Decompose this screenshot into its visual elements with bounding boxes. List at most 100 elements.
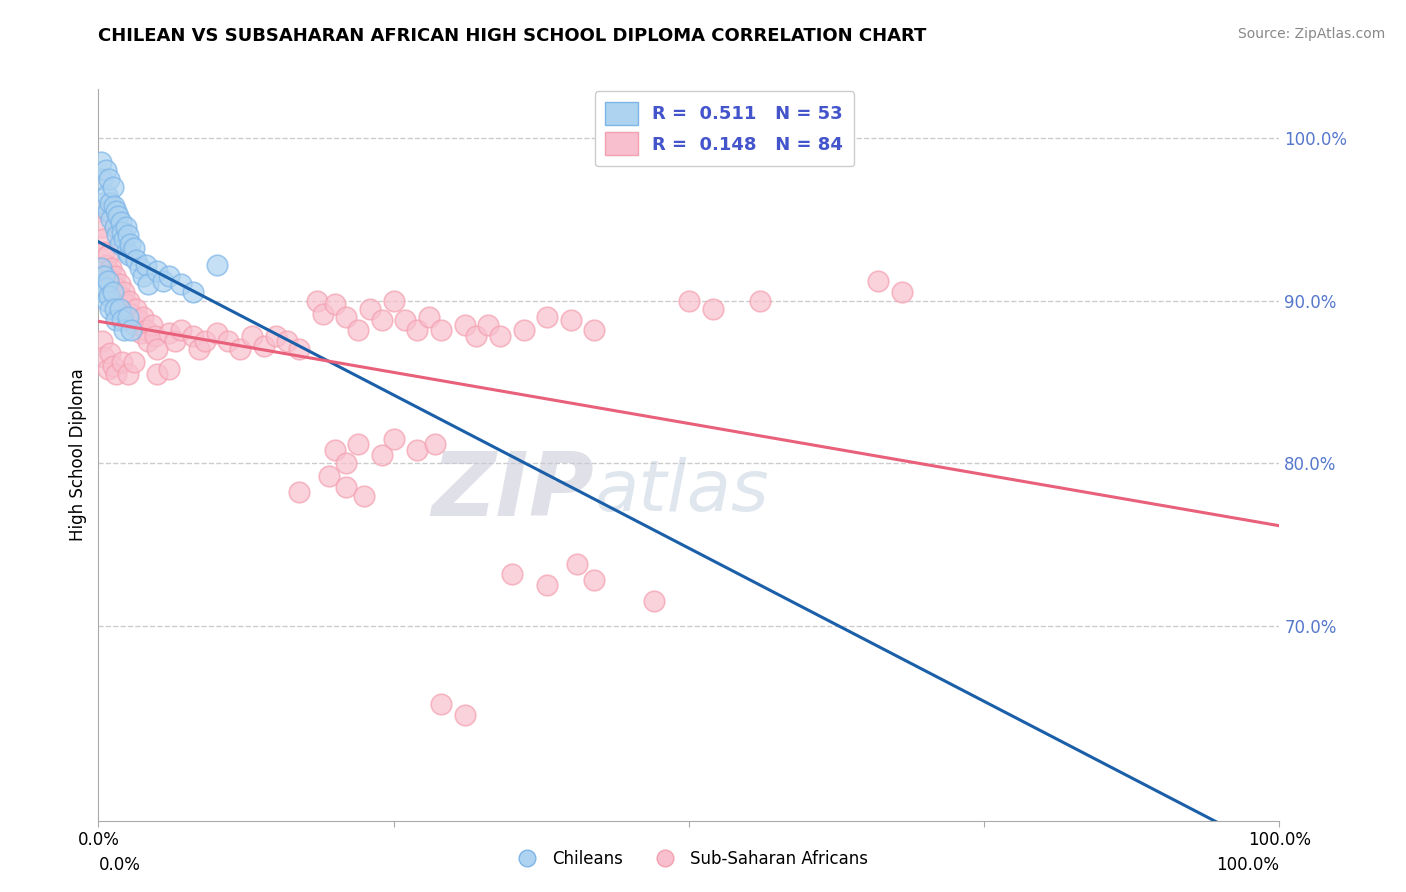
- Point: [560, 313, 582, 327]
- Point: [165, 334, 187, 348]
- Point: [583, 573, 606, 587]
- Point: [122, 318, 145, 332]
- Point: [105, 204, 128, 219]
- Point: [323, 443, 346, 458]
- Point: [132, 269, 155, 284]
- Point: [91, 220, 114, 235]
- Point: [135, 323, 157, 337]
- Point: [98, 171, 121, 186]
- Point: [276, 334, 298, 348]
- Point: [453, 708, 475, 723]
- Point: [93, 351, 115, 365]
- Point: [115, 244, 138, 259]
- Point: [489, 329, 512, 343]
- Point: [347, 323, 370, 337]
- Text: Source: ZipAtlas.com: Source: ZipAtlas.com: [1237, 27, 1385, 41]
- Point: [98, 196, 121, 211]
- Point: [430, 323, 453, 337]
- Point: [97, 248, 120, 262]
- Point: [97, 274, 120, 288]
- Point: [101, 285, 124, 300]
- Point: [129, 326, 152, 340]
- Point: [536, 578, 558, 592]
- Point: [890, 285, 912, 300]
- Point: [359, 301, 381, 316]
- Point: [94, 258, 117, 272]
- Point: [382, 293, 405, 308]
- Y-axis label: High School Diploma: High School Diploma: [69, 368, 87, 541]
- Point: [229, 343, 252, 357]
- Point: [146, 343, 169, 357]
- Point: [121, 306, 143, 320]
- Point: [305, 293, 328, 308]
- Point: [418, 310, 440, 324]
- Text: 100.0%: 100.0%: [1216, 855, 1279, 873]
- Point: [117, 228, 139, 243]
- Point: [748, 293, 770, 308]
- Text: ZIP: ZIP: [432, 448, 595, 535]
- Point: [97, 361, 120, 376]
- Point: [371, 313, 394, 327]
- Point: [181, 329, 204, 343]
- Point: [157, 269, 180, 284]
- Point: [108, 301, 131, 316]
- Point: [141, 318, 163, 332]
- Point: [125, 301, 148, 316]
- Point: [98, 277, 121, 292]
- Point: [108, 277, 131, 292]
- Point: [90, 260, 112, 275]
- Point: [101, 274, 124, 288]
- Point: [107, 209, 129, 223]
- Point: [125, 252, 148, 267]
- Point: [101, 179, 124, 194]
- Point: [136, 334, 159, 348]
- Point: [170, 323, 193, 337]
- Point: [111, 355, 134, 369]
- Text: atlas: atlas: [595, 457, 769, 526]
- Point: [335, 456, 357, 470]
- Point: [93, 244, 115, 259]
- Point: [643, 594, 665, 608]
- Point: [187, 343, 209, 357]
- Point: [430, 697, 453, 711]
- Point: [128, 260, 150, 275]
- Point: [501, 566, 523, 581]
- Point: [371, 448, 394, 462]
- Point: [108, 236, 131, 251]
- Point: [94, 163, 117, 178]
- Point: [103, 285, 125, 300]
- Point: [465, 329, 488, 343]
- Point: [217, 334, 239, 348]
- Point: [136, 277, 159, 292]
- Point: [423, 436, 446, 450]
- Point: [91, 232, 114, 246]
- Point: [406, 443, 429, 458]
- Point: [96, 293, 118, 308]
- Point: [132, 310, 155, 324]
- Point: [98, 288, 121, 302]
- Point: [110, 215, 132, 229]
- Point: [205, 258, 228, 272]
- Point: [157, 326, 180, 340]
- Point: [394, 313, 416, 327]
- Point: [112, 323, 135, 337]
- Point: [91, 196, 114, 211]
- Point: [118, 248, 141, 262]
- Point: [157, 361, 180, 376]
- Point: [702, 301, 724, 316]
- Point: [121, 323, 143, 337]
- Point: [105, 313, 128, 327]
- Point: [382, 432, 405, 446]
- Point: [94, 280, 117, 294]
- Legend: R =  0.511   N = 53, R =  0.148   N = 84: R = 0.511 N = 53, R = 0.148 N = 84: [595, 91, 853, 166]
- Point: [118, 293, 141, 308]
- Point: [565, 557, 588, 571]
- Point: [90, 155, 112, 169]
- Point: [117, 310, 139, 324]
- Point: [253, 339, 276, 353]
- Point: [240, 329, 263, 343]
- Point: [146, 367, 169, 381]
- Point: [97, 204, 120, 219]
- Point: [146, 264, 169, 278]
- Legend: Chileans, Sub-Saharan Africans: Chileans, Sub-Saharan Africans: [503, 844, 875, 875]
